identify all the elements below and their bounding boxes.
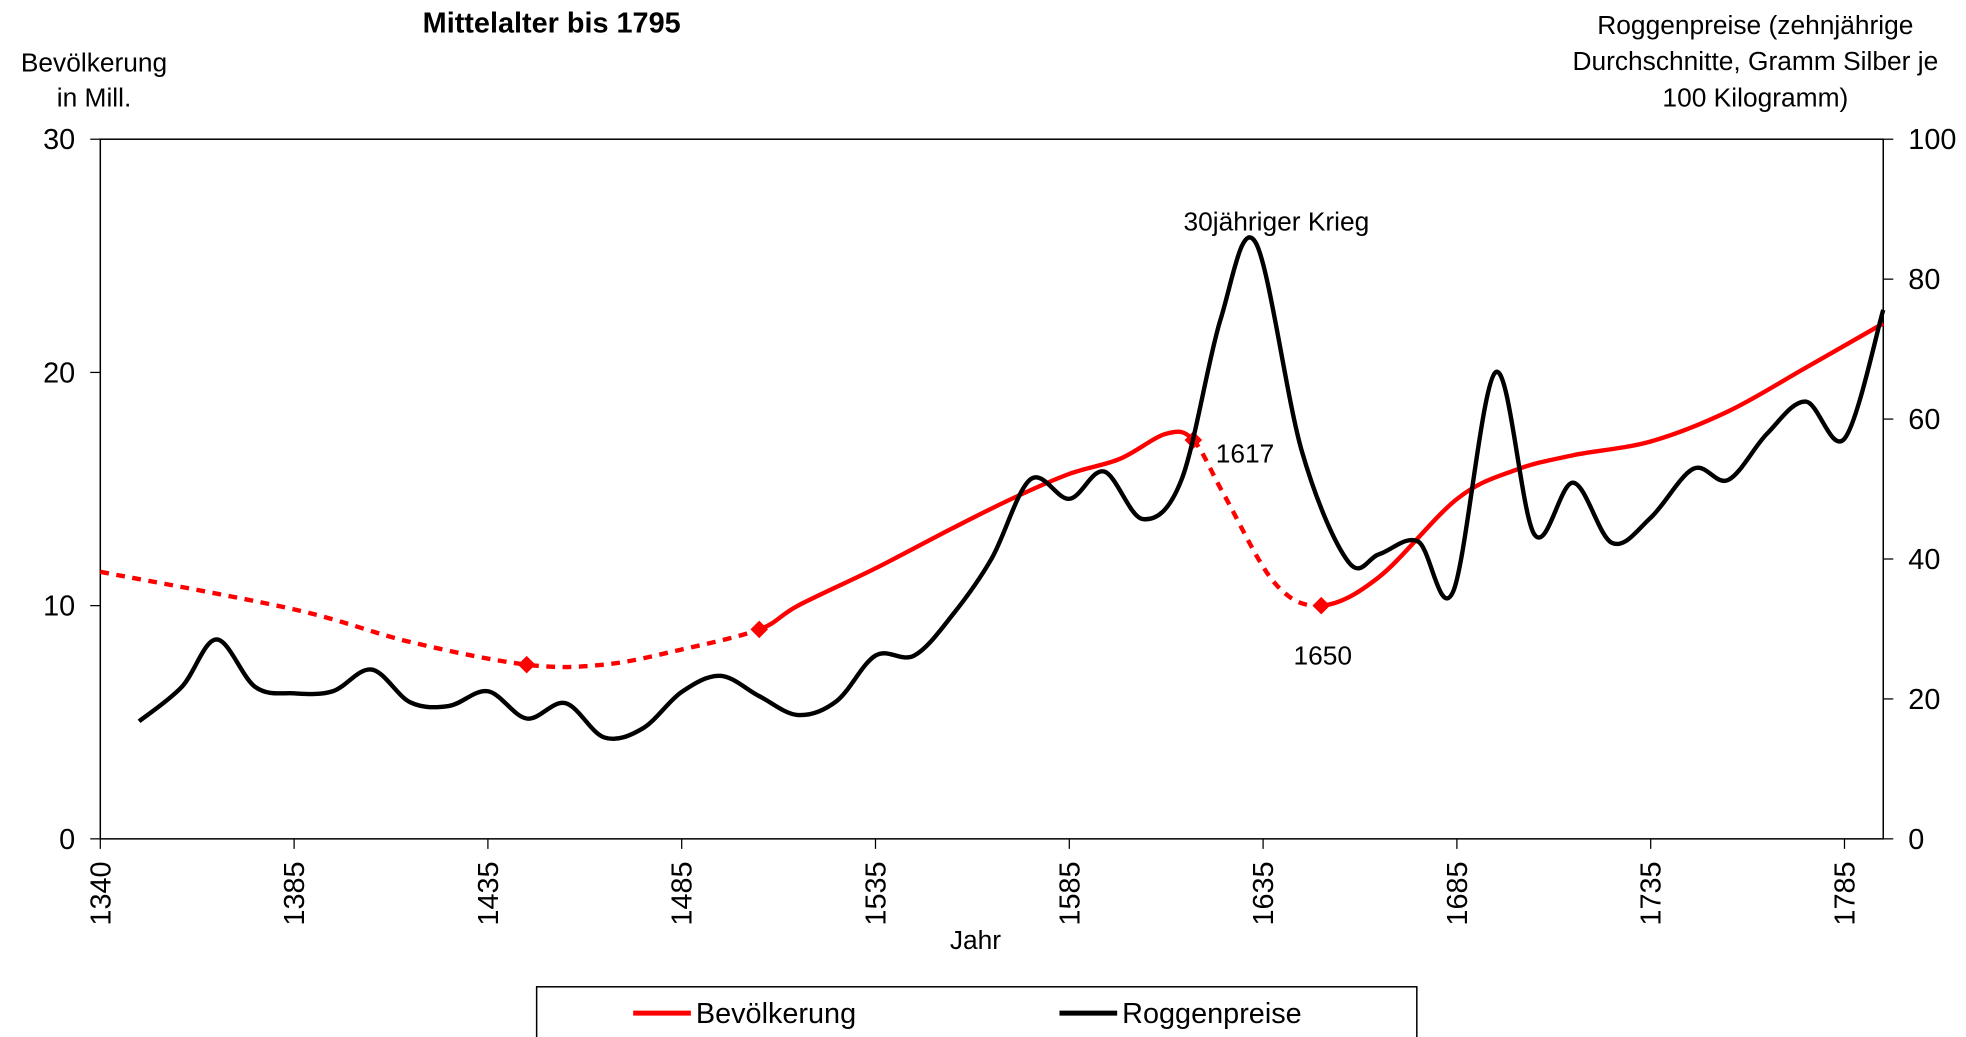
y2-tick-label: 40 [1908, 544, 1940, 576]
x-tick-label: 1435 [473, 861, 505, 925]
x-tick-label: 1785 [1830, 861, 1862, 925]
y2-axis-label: Roggenpreise (zehnjährige [1597, 10, 1913, 40]
x-tick-label: 1585 [1054, 861, 1086, 925]
x-tick-label: 1385 [279, 861, 311, 925]
y2-tick-label: 20 [1908, 684, 1940, 716]
legend-label: Bevölkerung [696, 998, 856, 1030]
y-tick-label: 30 [43, 124, 75, 156]
legend-label: Roggenpreise [1122, 998, 1302, 1030]
y-axis-label: Bevölkerung [21, 48, 167, 78]
annotation: 1650 [1293, 641, 1352, 671]
annotation: 1617 [1216, 439, 1275, 469]
series-line [99, 569, 760, 670]
y-axis-label: in Mill. [57, 83, 132, 113]
marker [517, 655, 536, 674]
x-tick-label: 1485 [667, 861, 699, 925]
x-tick-label: 1535 [861, 861, 893, 925]
y2-tick-label: 60 [1908, 404, 1940, 436]
chart-title: Mittelalter bis 1795 [423, 8, 681, 40]
marker [750, 620, 768, 639]
plot-frame [99, 138, 1884, 840]
y-tick-label: 0 [59, 824, 75, 856]
series-line [137, 235, 1886, 742]
marker [1312, 596, 1331, 615]
x-tick-label: 1635 [1248, 861, 1280, 925]
y-tick-label: 20 [43, 357, 75, 389]
y-tick-label: 10 [43, 591, 75, 623]
x-axis-label: Jahr [950, 925, 1001, 955]
series-line [758, 429, 1195, 632]
y2-tick-label: 80 [1908, 264, 1940, 296]
x-tick-label: 1340 [85, 861, 117, 925]
y2-axis-label: 100 Kilogramm) [1662, 83, 1848, 113]
y2-tick-label: 0 [1908, 824, 1924, 856]
annotation: 30jähriger Krieg [1183, 207, 1369, 237]
x-tick-label: 1685 [1442, 861, 1474, 925]
y2-tick-label: 100 [1908, 124, 1956, 156]
series-line [1321, 321, 1885, 608]
y2-axis-label: Durchschnitte, Gramm Silber je [1572, 46, 1938, 76]
x-tick-label: 1735 [1636, 861, 1668, 925]
